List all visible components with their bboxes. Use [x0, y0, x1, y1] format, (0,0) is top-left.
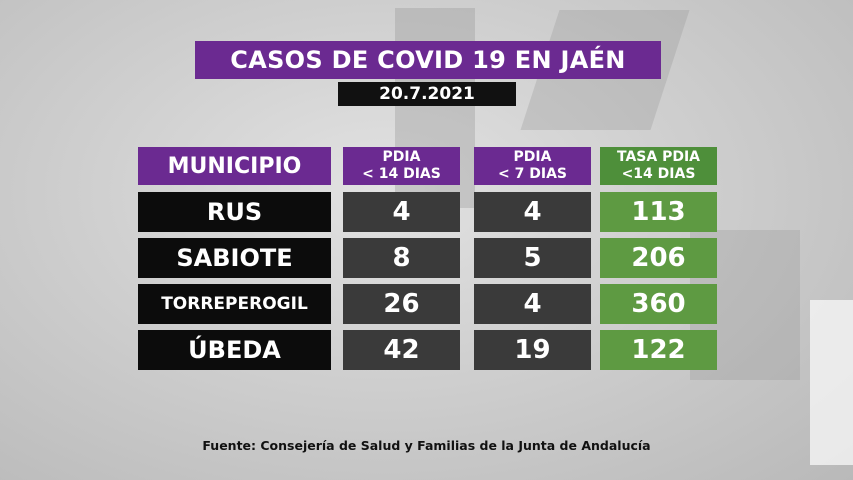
header-pdia-14-line2: < 14 DIAS	[362, 166, 441, 182]
municipio-cell: ÚBEDA	[138, 330, 331, 370]
header-tasa-pdia: TASA PDIA <14 DIAS	[600, 147, 717, 185]
tasa-cell: 113	[600, 192, 717, 232]
page-title: CASOS DE COVID 19 EN JAÉN	[195, 41, 661, 79]
header-pdia-7-line1: PDIA	[513, 149, 552, 165]
pdia-14-cell: 4	[343, 192, 460, 232]
pdia-7-cell: 5	[474, 238, 591, 278]
header-tasa-line1: TASA PDIA	[616, 149, 700, 165]
background-shape	[810, 300, 853, 465]
pdia-7-cell: 19	[474, 330, 591, 370]
header-pdia-14-line1: PDIA	[382, 149, 421, 165]
date-label: 20.7.2021	[338, 82, 516, 106]
municipio-cell: RUS	[138, 192, 331, 232]
pdia-14-cell: 26	[343, 284, 460, 324]
tasa-cell: 360	[600, 284, 717, 324]
pdia-7-cell: 4	[474, 284, 591, 324]
source-caption: Fuente: Consejería de Salud y Familias d…	[202, 438, 651, 453]
header-pdia-7-line2: < 7 DIAS	[498, 166, 567, 182]
pdia-7-cell: 4	[474, 192, 591, 232]
tasa-cell: 206	[600, 238, 717, 278]
header-pdia-14: PDIA < 14 DIAS	[343, 147, 460, 185]
pdia-14-cell: 42	[343, 330, 460, 370]
header-pdia-7: PDIA < 7 DIAS	[474, 147, 591, 185]
municipio-cell: TORREPEROGIL	[138, 284, 331, 324]
municipio-cell: SABIOTE	[138, 238, 331, 278]
header-municipio: MUNICIPIO	[138, 147, 331, 185]
header-tasa-line2: <14 DIAS	[621, 166, 696, 182]
pdia-14-cell: 8	[343, 238, 460, 278]
tasa-cell: 122	[600, 330, 717, 370]
